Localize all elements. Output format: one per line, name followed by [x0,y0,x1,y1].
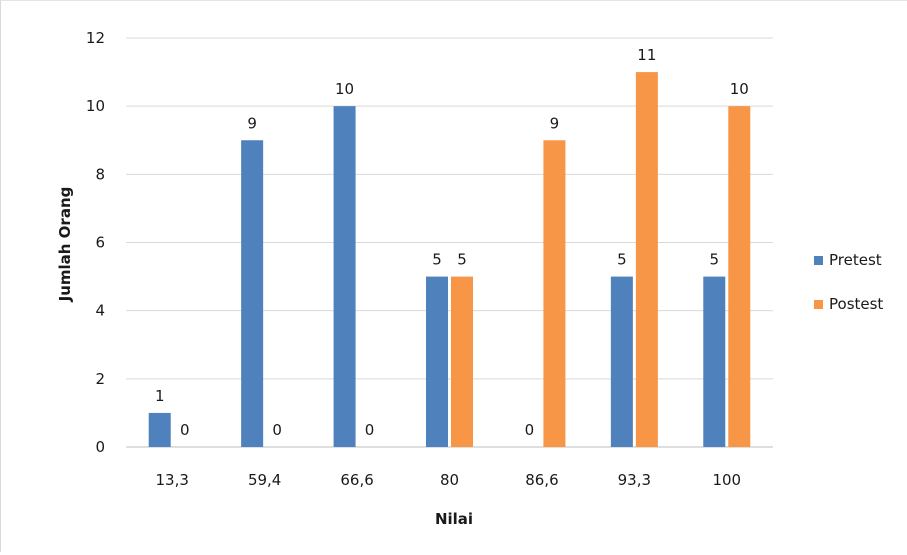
bar-pretest [703,276,726,447]
x-tick-label: 86,6 [525,471,558,489]
legend-label: Pretest [829,251,882,269]
legend: Pretest Postest [814,251,883,313]
data-label: 0 [180,421,190,439]
bar-pretest [610,276,633,447]
y-tick-label: 0 [95,438,105,456]
x-tick-label: 100 [712,471,741,489]
y-axis-title: Jumlah Orang [56,187,74,303]
y-tick-label: 2 [95,370,105,388]
x-axis-title: Nilai [435,510,473,528]
data-label: 5 [432,251,442,269]
y-tick-label: 8 [95,165,105,183]
data-label: 10 [730,80,749,98]
y-tick-label: 10 [86,97,105,115]
x-tick-label: 80 [440,471,459,489]
bars [148,72,751,448]
y-tick-label: 12 [86,29,105,47]
data-label: 5 [617,251,627,269]
x-tick-label: 59,4 [248,471,281,489]
y-tick-label: 6 [95,234,105,252]
bar-postest [451,276,473,447]
bar-pretest [241,140,264,447]
y-axis-ticks: 0 2 4 6 8 10 12 [86,29,105,456]
bar-pretest [148,412,171,447]
data-label: 0 [272,421,282,439]
legend-swatch [814,300,823,309]
bar-postest [543,140,566,447]
bar-pretest [333,106,356,448]
data-label: 1 [155,387,165,405]
x-tick-label: 66,6 [340,471,373,489]
data-label: 0 [525,421,535,439]
x-tick-label: 13,3 [156,471,189,489]
data-label: 9 [550,114,560,132]
legend-swatch [814,256,823,265]
bar-pretest [426,276,448,447]
data-label: 0 [365,421,375,439]
data-label: 9 [247,114,257,132]
data-label: 11 [637,46,656,64]
data-label: 10 [335,80,354,98]
bar-postest [635,72,658,447]
data-label: 5 [457,251,467,269]
bar-postest [728,106,751,448]
x-tick-label: 93,3 [618,471,651,489]
data-label: 5 [710,251,720,269]
x-axis-ticks: 13,3 59,4 66,6 80 86,6 93,3 100 [156,471,742,489]
gridlines [126,37,773,448]
y-tick-label: 4 [95,302,105,320]
legend-label: Postest [829,295,883,313]
